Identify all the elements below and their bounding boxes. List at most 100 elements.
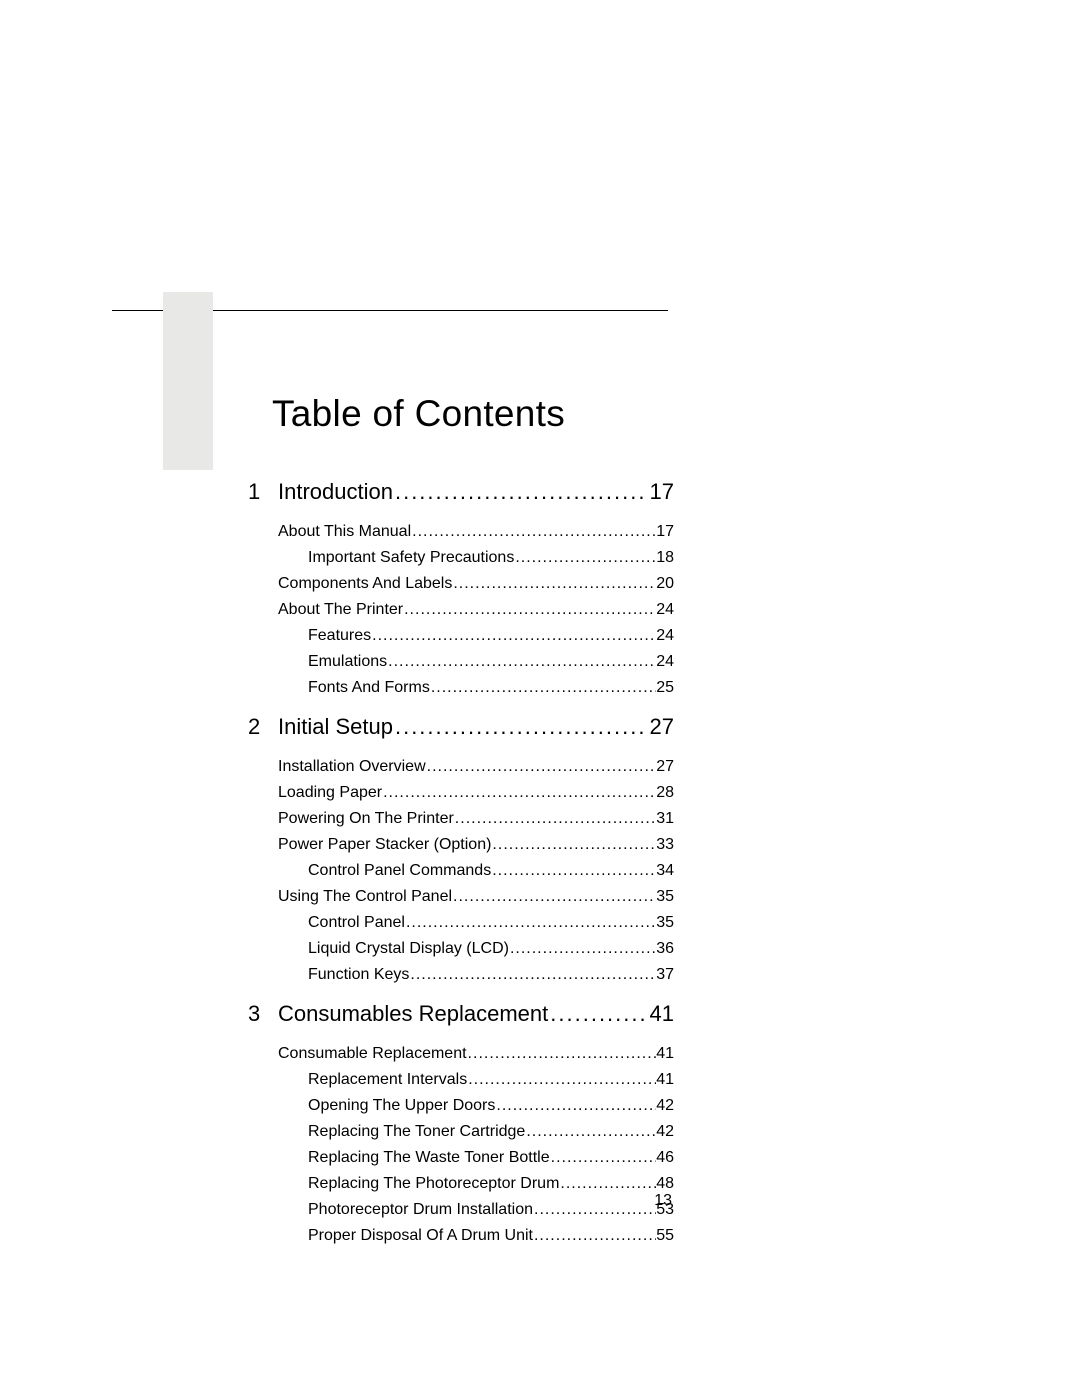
toc-entry-label: Components And Labels	[278, 576, 452, 592]
toc-entry-row: Photoreceptor Drum Installation53	[248, 1202, 674, 1218]
toc-entry-page: 31	[656, 811, 674, 827]
toc-entry-label: Opening The Upper Doors	[308, 1098, 495, 1114]
header-rule-left	[112, 310, 164, 311]
toc-leader	[509, 941, 656, 957]
toc-entry-label: Proper Disposal Of A Drum Unit	[308, 1228, 533, 1244]
toc-entry-label: Emulations	[308, 654, 387, 670]
toc-entry-label: Control Panel Commands	[308, 863, 491, 879]
toc-entry-label: Replacing The Photoreceptor Drum	[308, 1176, 559, 1192]
toc-leader	[393, 479, 646, 505]
toc-content: 1Introduction 17 About This Manual 17 Impor…	[248, 473, 674, 1244]
toc-entry-page: 25	[656, 680, 674, 696]
toc-entry-page: 46	[656, 1150, 674, 1166]
toc-entry-row: About This Manual 17	[248, 524, 674, 540]
toc-entry-row: Important Safety Precautions 18	[248, 550, 674, 566]
toc-leader	[452, 889, 656, 905]
toc-section-label: Introduction	[278, 479, 393, 505]
toc-entry-label: Liquid Crystal Display (LCD)	[308, 941, 509, 957]
toc-leader	[533, 1228, 656, 1244]
toc-entry-page: 42	[656, 1098, 674, 1114]
toc-entry-page: 41	[656, 1046, 674, 1062]
toc-entry-row: Power Paper Stacker (Option)33	[248, 837, 674, 853]
toc-leader	[387, 654, 656, 670]
toc-entry-label: Important Safety Precautions	[308, 550, 514, 566]
toc-entry-page: 24	[656, 654, 674, 670]
decorative-gray-block	[163, 292, 213, 470]
toc-leader	[393, 714, 646, 740]
toc-entry-row: Opening The Upper Doors 42	[248, 1098, 674, 1114]
toc-section-label: Consumables Replacement	[278, 1001, 548, 1027]
toc-section-row: 3Consumables Replacement 41	[248, 1001, 674, 1027]
toc-entry-page: 35	[656, 889, 674, 905]
toc-entry-page: 28	[656, 785, 674, 801]
toc-leader	[382, 785, 656, 801]
toc-leader	[454, 811, 656, 827]
toc-entry-row: Replacing The Toner Cartridge42	[248, 1124, 674, 1140]
toc-entry-row: Control Panel Commands 34	[248, 863, 674, 879]
toc-leader	[550, 1150, 657, 1166]
toc-leader	[495, 1098, 656, 1114]
toc-entry-page: 37	[656, 967, 674, 983]
toc-section-page: 27	[646, 714, 674, 740]
toc-section-number: 3	[248, 1001, 278, 1027]
toc-entry-label: Using The Control Panel	[278, 889, 452, 905]
toc-entry-row: About The Printer24	[248, 602, 674, 618]
toc-section-row: 2Initial Setup 27	[248, 714, 674, 740]
toc-entry-row: Using The Control Panel 35	[248, 889, 674, 905]
toc-leader	[491, 863, 656, 879]
toc-entry-label: Powering On The Printer	[278, 811, 454, 827]
toc-entry-row: Fonts And Forms 25	[248, 680, 674, 696]
toc-entry-page: 42	[656, 1124, 674, 1140]
page-title: Table of Contents	[272, 393, 565, 435]
toc-entry-page: 36	[656, 941, 674, 957]
toc-leader	[409, 967, 656, 983]
header-rule-right	[213, 310, 668, 311]
toc-entry-row: Control Panel 35	[248, 915, 674, 931]
toc-entry-row: Function Keys 37	[248, 967, 674, 983]
toc-entry-label: Replacing The Waste Toner Bottle	[308, 1150, 550, 1166]
toc-section-page: 17	[646, 479, 674, 505]
toc-leader	[430, 680, 656, 696]
toc-leader	[403, 602, 656, 618]
toc-leader	[491, 837, 656, 853]
toc-entry-row: Installation Overview27	[248, 759, 674, 775]
toc-entry-row: Replacing The Waste Toner Bottle 46	[248, 1150, 674, 1166]
toc-leader	[467, 1072, 656, 1088]
toc-entry-label: Control Panel	[308, 915, 405, 931]
toc-entry-row: Consumable Replacement 41	[248, 1046, 674, 1062]
toc-leader	[405, 915, 656, 931]
toc-entry-row: Replacing The Photoreceptor Drum 48	[248, 1176, 674, 1192]
toc-leader	[452, 576, 656, 592]
toc-entry-page: 35	[656, 915, 674, 931]
toc-entry-label: Fonts And Forms	[308, 680, 430, 696]
toc-leader	[525, 1124, 656, 1140]
toc-entry-label: Function Keys	[308, 967, 409, 983]
toc-entry-label: Consumable Replacement	[278, 1046, 467, 1062]
toc-entry-row: Liquid Crystal Display (LCD) 36	[248, 941, 674, 957]
toc-entry-page: 34	[656, 863, 674, 879]
toc-section-page: 41	[646, 1001, 674, 1027]
toc-entry-row: Powering On The Printer 31	[248, 811, 674, 827]
toc-entry-label: About This Manual	[278, 524, 411, 540]
page-number: 13	[654, 1192, 672, 1210]
page: Table of Contents 1Introduction 17 About …	[0, 0, 1080, 1397]
toc-leader	[548, 1001, 645, 1027]
toc-entry-row: Emulations 24	[248, 654, 674, 670]
toc-entry-label: About The Printer	[278, 602, 403, 618]
toc-leader	[371, 628, 656, 644]
toc-leader	[467, 1046, 657, 1062]
toc-entry-row: Features24	[248, 628, 674, 644]
toc-entry-page: 18	[656, 550, 674, 566]
toc-entry-page: 41	[656, 1072, 674, 1088]
toc-entry-row: Proper Disposal Of A Drum Unit 55	[248, 1228, 674, 1244]
toc-section-row: 1Introduction 17	[248, 479, 674, 505]
toc-entry-row: Components And Labels20	[248, 576, 674, 592]
toc-entry-row: Replacement Intervals41	[248, 1072, 674, 1088]
toc-entry-label: Photoreceptor Drum Installation	[308, 1202, 533, 1218]
toc-entry-page: 55	[656, 1228, 674, 1244]
toc-leader	[411, 524, 656, 540]
toc-entry-page: 33	[656, 837, 674, 853]
toc-leader	[426, 759, 657, 775]
toc-entry-page: 17	[656, 524, 674, 540]
toc-entry-page: 48	[656, 1176, 674, 1192]
